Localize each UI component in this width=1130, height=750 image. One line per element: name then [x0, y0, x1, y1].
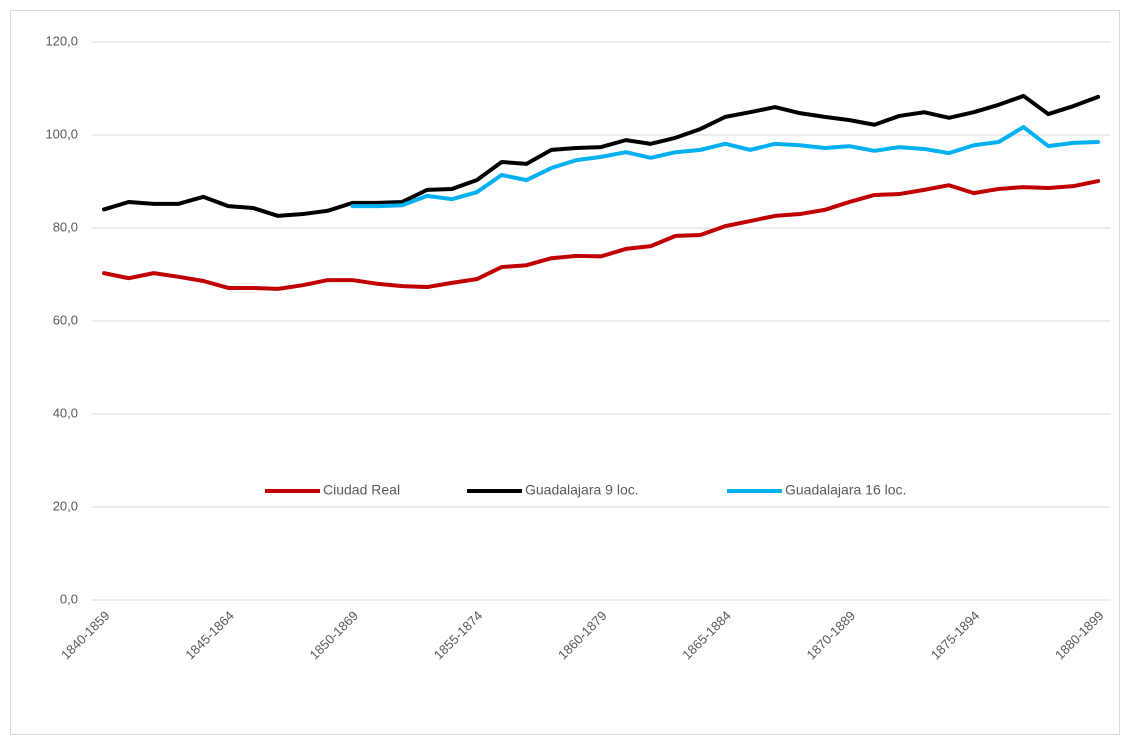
y-tick-label: 0,0 [60, 591, 78, 606]
legend-label: Guadalajara 16 loc. [785, 482, 906, 498]
y-tick-label: 40,0 [53, 405, 78, 420]
chart-frame [10, 10, 1120, 735]
series-line [102, 179, 1101, 291]
y-tick-label: 20,0 [53, 498, 78, 513]
legend-label: Guadalajara 9 loc. [525, 482, 639, 498]
y-tick-label: 100,0 [45, 126, 78, 141]
y-tick-label: 120,0 [45, 33, 78, 48]
y-tick-label: 60,0 [53, 312, 78, 327]
series-line [350, 125, 1101, 209]
y-tick-label: 80,0 [53, 219, 78, 234]
series-line [102, 93, 1101, 218]
legend-label: Ciudad Real [323, 482, 400, 498]
